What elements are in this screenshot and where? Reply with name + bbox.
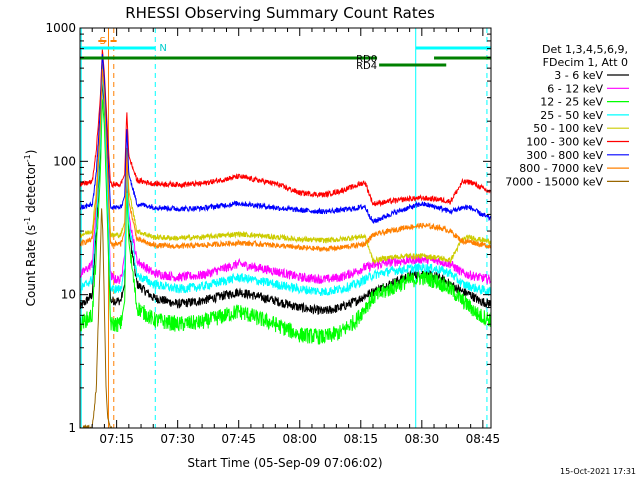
x-tick-label-3: 08:00	[282, 432, 317, 446]
y-axis: 1 10 100 1000	[45, 21, 491, 435]
y-axis-label-main: Count Rate (s	[24, 225, 38, 307]
x-tick-label-2: 07:45	[221, 432, 256, 446]
legend-label-2: 12 - 25 keV	[540, 96, 603, 109]
legend-label-6: 300 - 800 keV	[526, 149, 603, 162]
segment-label-night: N	[159, 43, 166, 54]
x-axis-label: Start Time (05-Sep-09 07:06:02)	[187, 456, 382, 470]
series-line-3	[80, 75, 491, 297]
legend-header-2: FDecim 1, Att 0	[543, 56, 628, 69]
legend-label-8: 7000 - 15000 keV	[505, 175, 603, 188]
legend-label-4: 50 - 100 keV	[533, 122, 603, 135]
segment-label-rd4: RD4	[356, 61, 377, 72]
legend: Det 1,3,4,5,6,9, FDecim 1, Att 0 3 - 6 k…	[505, 43, 629, 188]
x-tick-label-0: 07:15	[99, 432, 134, 446]
x-tick-label-1: 07:30	[160, 432, 195, 446]
series-line-8	[80, 208, 113, 428]
chart-title: RHESSI Observing Summary Count Rates	[125, 4, 435, 22]
legend-label-3: 25 - 50 keV	[540, 109, 603, 122]
series-line-6	[80, 54, 491, 224]
timestamp: 15-Oct-2021 17:31	[560, 467, 636, 476]
legend-label-7: 800 - 7000 keV	[519, 162, 603, 175]
x-tick-label-5: 08:30	[405, 432, 440, 446]
series-line-2	[80, 99, 491, 345]
legend-label-1: 6 - 12 keV	[547, 82, 603, 95]
segment-label-rd0: RD0	[356, 54, 377, 65]
series-line-1	[80, 69, 491, 285]
series-line-4	[80, 63, 491, 265]
x-tick-label-4: 08:15	[343, 432, 378, 446]
y-tick-label-1: 10	[61, 288, 76, 302]
legend-header-1: Det 1,3,4,5,6,9,	[542, 43, 628, 56]
x-axis: 07:15 07:30 07:45 08:00 08:15 08:30 08:45	[79, 28, 501, 446]
y-axis-label: Count Rate (s-1 detector-1)	[23, 150, 38, 307]
segment-label-s: S	[100, 36, 106, 47]
y-axis-label-mid: detector	[24, 162, 38, 217]
y-tick-label-0: 1	[68, 421, 76, 435]
legend-label-0: 3 - 6 keV	[554, 69, 603, 82]
legend-label-5: 100 - 300 keV	[526, 136, 603, 149]
y-axis-label-sup2: -1	[23, 154, 32, 162]
y-tick-label-3: 1000	[45, 21, 76, 35]
y-tick-label-2: 100	[53, 154, 76, 168]
y-axis-label-end: )	[24, 150, 38, 155]
plot-content	[80, 28, 491, 428]
y-axis-label-sup1: -1	[23, 217, 32, 225]
series-line-0	[80, 82, 491, 315]
series-line-7	[80, 69, 491, 253]
series-line-5	[80, 49, 491, 208]
x-tick-label-6: 08:45	[466, 432, 501, 446]
plot-frame	[79, 27, 492, 429]
